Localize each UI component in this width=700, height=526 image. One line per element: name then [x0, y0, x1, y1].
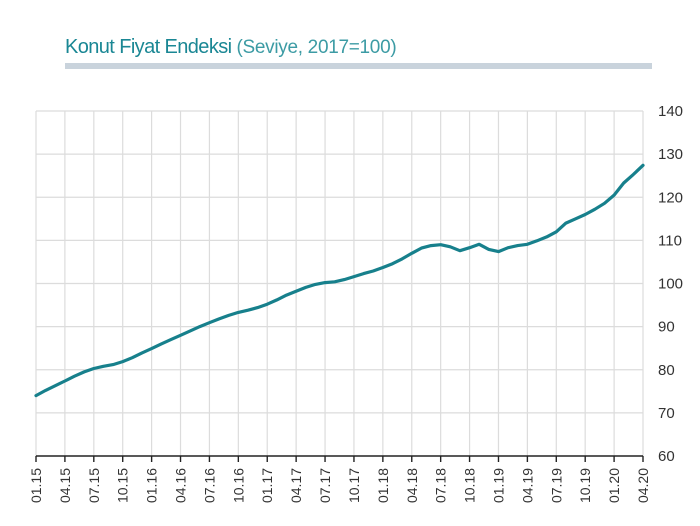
- chart-title: Konut Fiyat Endeksi (Seviye, 2017=100): [65, 36, 397, 59]
- x-tick-label: 07.16: [201, 468, 217, 503]
- y-tick-label: 140: [658, 103, 683, 120]
- title-underline-bar: [65, 63, 652, 69]
- x-tick-label: 04.18: [404, 468, 420, 503]
- x-tick-label: 07.18: [433, 468, 449, 503]
- y-tick-label: 100: [658, 276, 683, 293]
- x-tick-label: 01.15: [28, 468, 44, 503]
- x-tick-label: 04.17: [288, 468, 304, 503]
- y-tick-label: 60: [658, 448, 675, 465]
- x-tick-label: 01.18: [375, 468, 391, 503]
- y-tick-label: 70: [658, 405, 675, 422]
- x-tick-label: 04.19: [519, 468, 535, 503]
- x-tick-label: 01.16: [144, 468, 160, 503]
- x-tick-label: 10.18: [462, 468, 478, 503]
- series-line-konut-fiyat-endeksi: [34, 163, 645, 398]
- x-tick-label: 07.17: [317, 468, 333, 503]
- x-tick-label: 07.15: [86, 468, 102, 503]
- x-axis-ticks: [35, 456, 644, 462]
- x-tick-label: 01.17: [259, 468, 275, 503]
- x-tick-label: 01.19: [490, 468, 506, 503]
- x-tick-label: 10.19: [577, 468, 593, 503]
- x-axis-labels: 01.15 04.15 07.15 10.15 01.16 04.16 07.16 10.16…: [28, 468, 651, 503]
- vertical-gridlines: [35, 111, 644, 456]
- y-tick-label: 130: [658, 146, 683, 163]
- horizontal-gridlines: [36, 110, 643, 414]
- y-axis-labels: 60 70 80 90 100 110 120 130 140: [658, 103, 683, 465]
- y-tick-label: 90: [658, 319, 675, 336]
- x-tick-label: 10.15: [115, 468, 131, 503]
- x-tick-label: 04.16: [173, 468, 189, 503]
- x-tick-label: 10.17: [346, 468, 362, 503]
- y-tick-label: 120: [658, 189, 683, 206]
- y-tick-label: 80: [658, 362, 675, 379]
- chart-title-main: Konut Fiyat Endeksi: [65, 36, 232, 58]
- x-tick-label: 04.15: [57, 468, 73, 503]
- x-tick-label: 07.19: [548, 468, 564, 503]
- x-tick-label: 01.20: [606, 468, 622, 503]
- x-tick-label: 04.20: [635, 468, 651, 503]
- chart-title-subtitle: (Seviye, 2017=100): [231, 37, 397, 58]
- y-tick-label: 110: [658, 232, 682, 249]
- x-tick-label: 10.16: [230, 468, 246, 503]
